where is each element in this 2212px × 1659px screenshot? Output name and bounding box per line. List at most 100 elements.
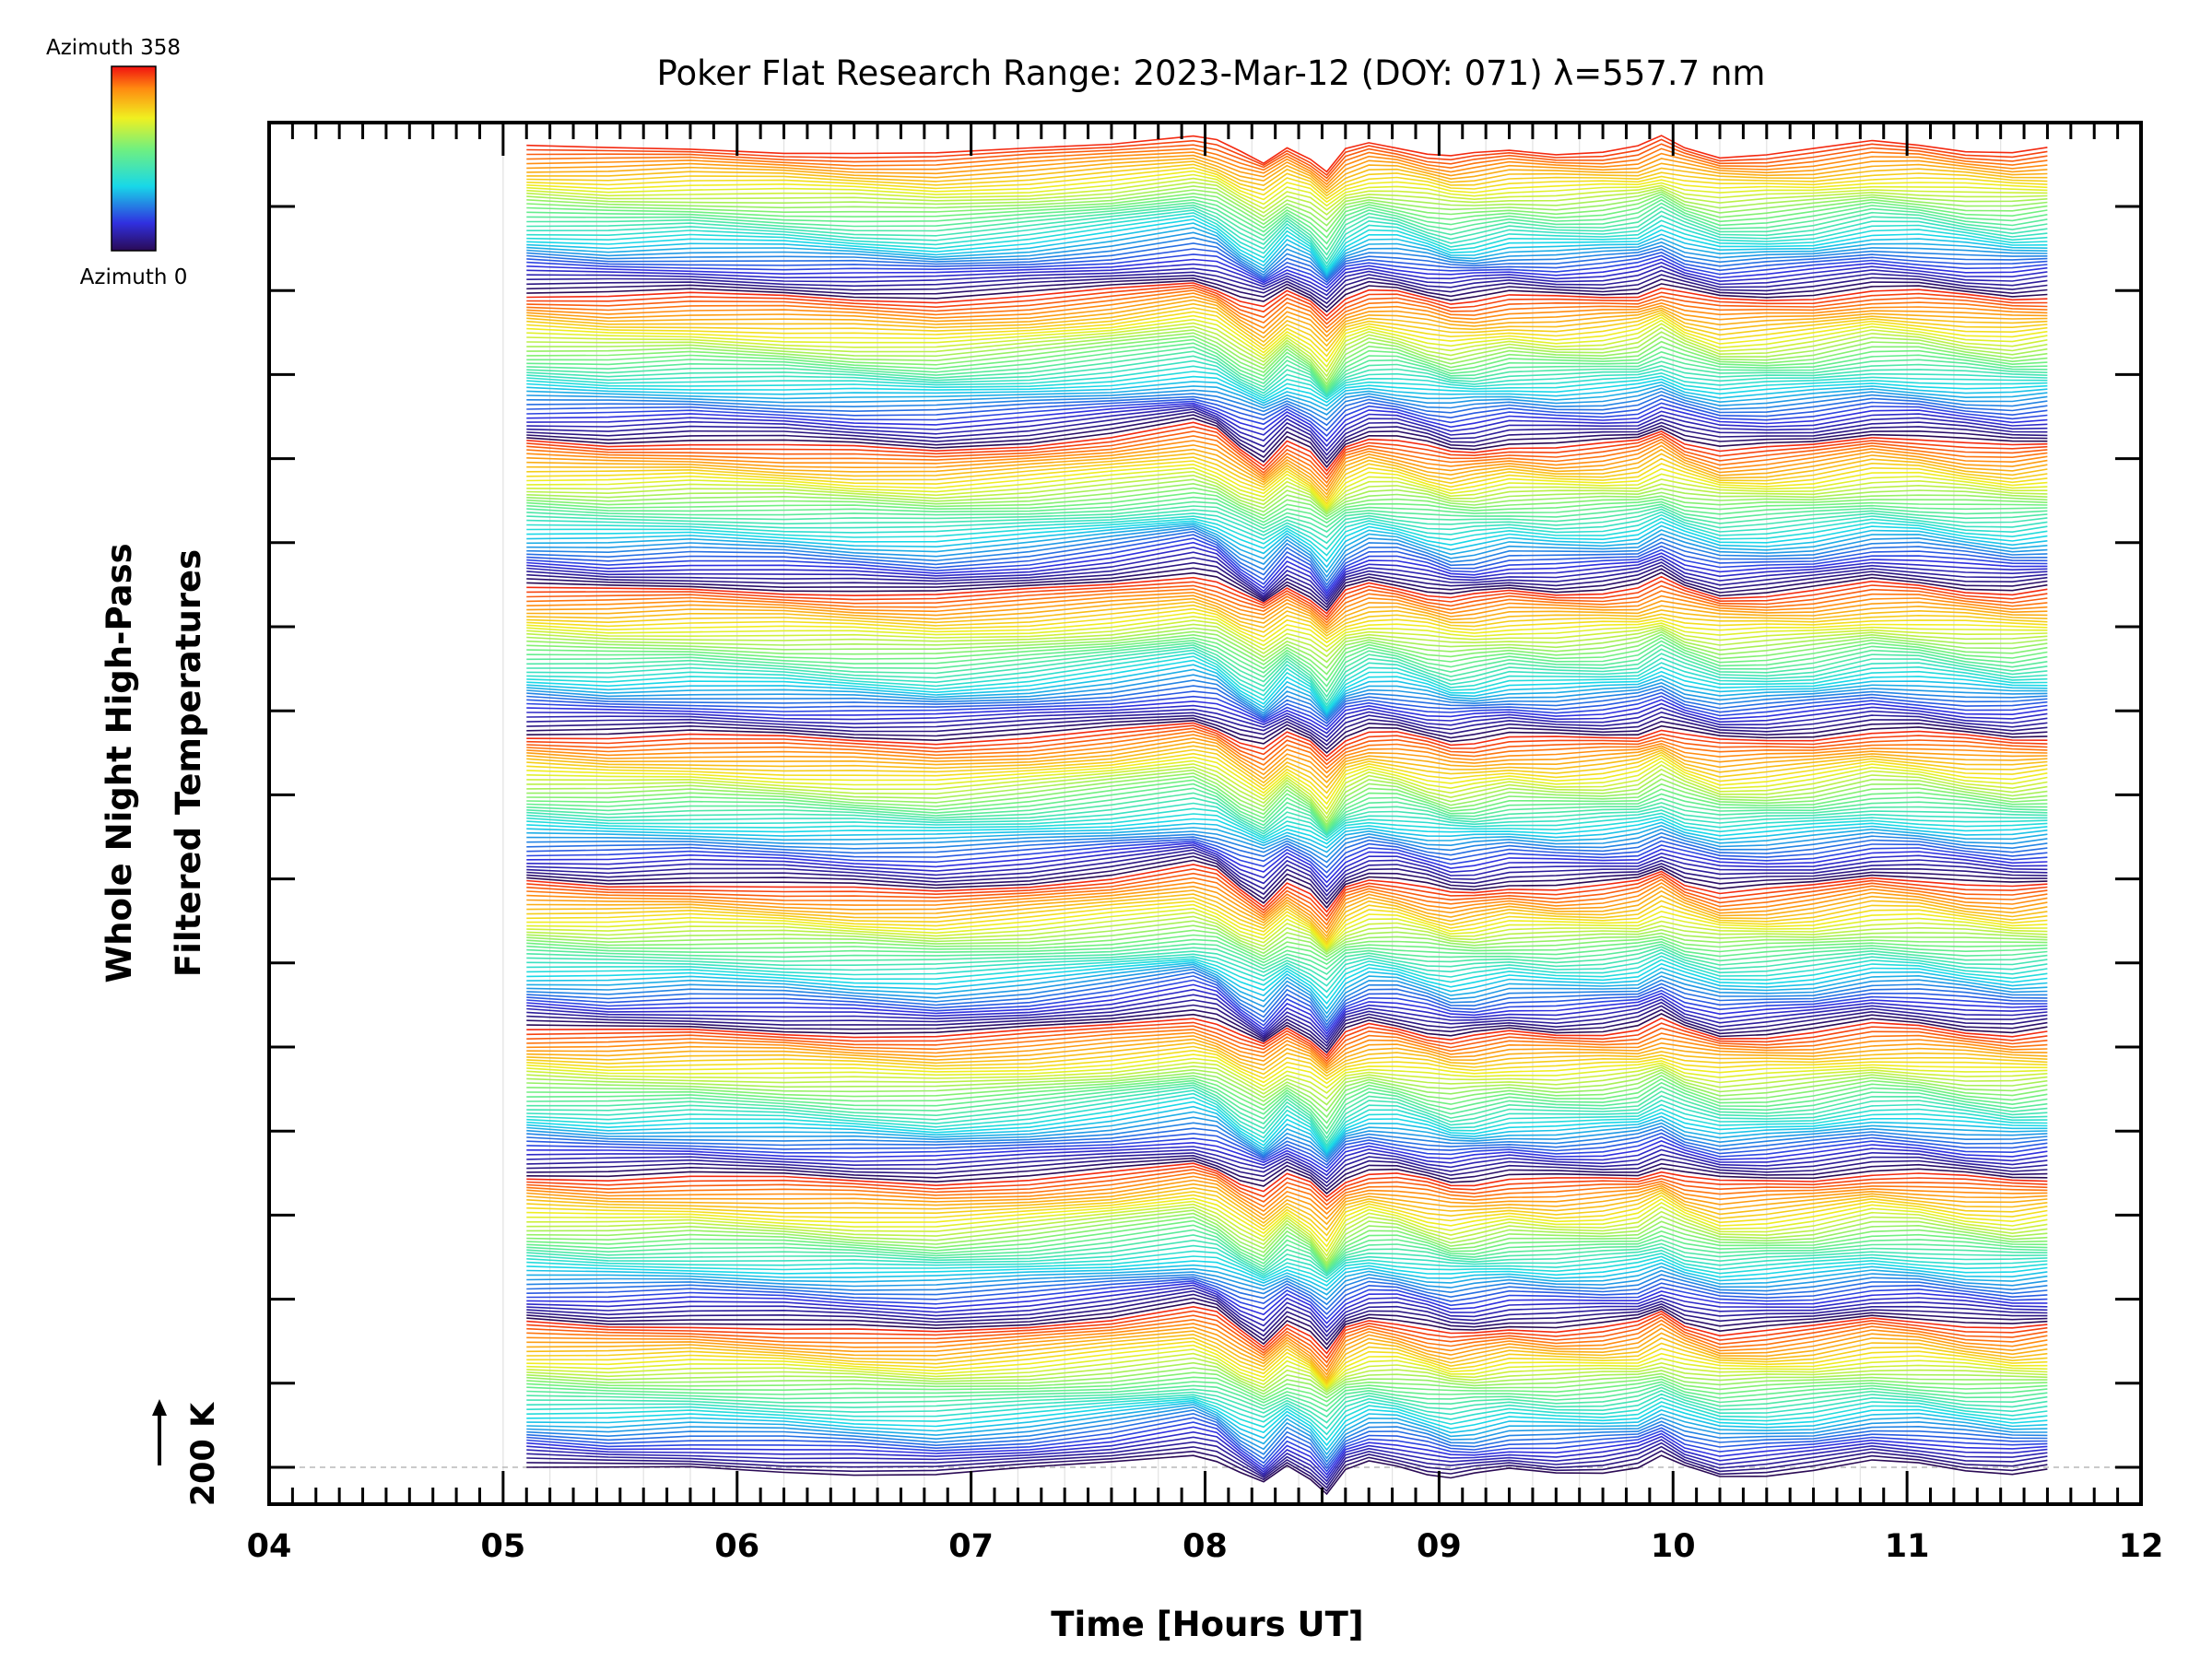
series-line — [526, 719, 2048, 754]
series-line — [526, 511, 2048, 545]
series-line — [526, 541, 2048, 595]
series-line — [526, 1008, 2048, 1051]
series-line — [526, 1140, 2048, 1173]
series-line — [526, 1031, 2048, 1067]
series-line — [526, 1297, 2048, 1346]
series-line — [526, 487, 2048, 518]
series-line — [526, 1168, 2048, 1206]
series-line — [526, 394, 2048, 427]
series-line — [526, 375, 2048, 404]
series-line — [526, 1116, 2048, 1159]
series-line — [526, 1287, 2048, 1334]
series-line — [526, 979, 2048, 1032]
series-line — [526, 1417, 2048, 1470]
series-line — [526, 821, 2048, 849]
series-line — [526, 1409, 2048, 1464]
series-line — [526, 772, 2048, 827]
series-line — [526, 955, 2048, 994]
series-line — [526, 1293, 2048, 1342]
series-line — [526, 170, 2048, 204]
series-line — [526, 934, 2048, 961]
series-line — [526, 616, 2048, 648]
series-line — [526, 1430, 2048, 1479]
x-tick-label: 10 — [1651, 1528, 1696, 1565]
series-line — [526, 601, 2048, 634]
series-line — [526, 1389, 2048, 1424]
series-line — [526, 160, 2048, 194]
series-line — [526, 971, 2048, 1027]
series-line — [526, 1206, 2048, 1262]
series-line — [526, 154, 2048, 189]
series-line — [526, 537, 2048, 593]
x-tick-label: 07 — [948, 1528, 994, 1565]
series-line — [526, 994, 2048, 1041]
series-line — [526, 189, 2048, 227]
series-line — [526, 734, 2048, 774]
series-line — [526, 253, 2048, 286]
series-line — [526, 1159, 2048, 1194]
series-line — [526, 1314, 2048, 1364]
series-line — [526, 779, 2048, 830]
series-line — [526, 1186, 2048, 1231]
series-line — [526, 1041, 2048, 1075]
series-line — [526, 500, 2048, 528]
series-line — [526, 185, 2048, 221]
series-line — [526, 828, 2048, 858]
series-line — [526, 1074, 2048, 1119]
series-line — [526, 1244, 2048, 1277]
series-line — [526, 206, 2048, 261]
series-line — [526, 867, 2048, 918]
series-line — [526, 575, 2048, 615]
series-line — [526, 338, 2048, 391]
series-line — [526, 1279, 2048, 1321]
series-line — [526, 796, 2048, 835]
series-line — [526, 567, 2048, 609]
series-line — [526, 295, 2048, 338]
series-line — [526, 282, 2048, 317]
series-line — [526, 1381, 2048, 1407]
series-line — [526, 1021, 2048, 1060]
series-line — [526, 406, 2048, 453]
series-line — [526, 482, 2048, 515]
series-line — [526, 818, 2048, 845]
series-line — [526, 258, 2048, 289]
series-line — [526, 1340, 2048, 1386]
series-line — [526, 311, 2048, 358]
series-line — [526, 390, 2048, 421]
series-line — [526, 456, 2048, 502]
series-line — [526, 322, 2048, 373]
series-line — [526, 1399, 2048, 1447]
series-line — [526, 1305, 2048, 1355]
series-line — [526, 193, 2048, 233]
series-line — [526, 227, 2048, 276]
series-line — [526, 1152, 2048, 1184]
series-line — [526, 440, 2048, 488]
series-line — [526, 474, 2048, 512]
series-line — [526, 724, 2048, 762]
series-line — [526, 1084, 2048, 1140]
series-line — [526, 1224, 2048, 1271]
series-line — [526, 1175, 2048, 1215]
series-line — [526, 1029, 2048, 1065]
series-line — [526, 722, 2048, 758]
series-line — [526, 292, 2048, 334]
series-line — [526, 958, 2048, 999]
series-line — [526, 730, 2048, 770]
series-line — [526, 346, 2048, 394]
series-line — [526, 1265, 2048, 1296]
series-line — [526, 1157, 2048, 1192]
series-line — [526, 1450, 2048, 1492]
series-line — [526, 1092, 2048, 1149]
series-line — [526, 1105, 2048, 1155]
series-line — [526, 766, 2048, 819]
series-line — [526, 1209, 2048, 1265]
series-line — [526, 1367, 2048, 1396]
series-line — [526, 1330, 2048, 1380]
series-line — [526, 513, 2048, 550]
series-line — [526, 646, 2048, 702]
x-tick-label: 12 — [2119, 1528, 2164, 1565]
series-line — [526, 674, 2048, 718]
series-line — [526, 1454, 2048, 1496]
series-line — [526, 655, 2048, 712]
